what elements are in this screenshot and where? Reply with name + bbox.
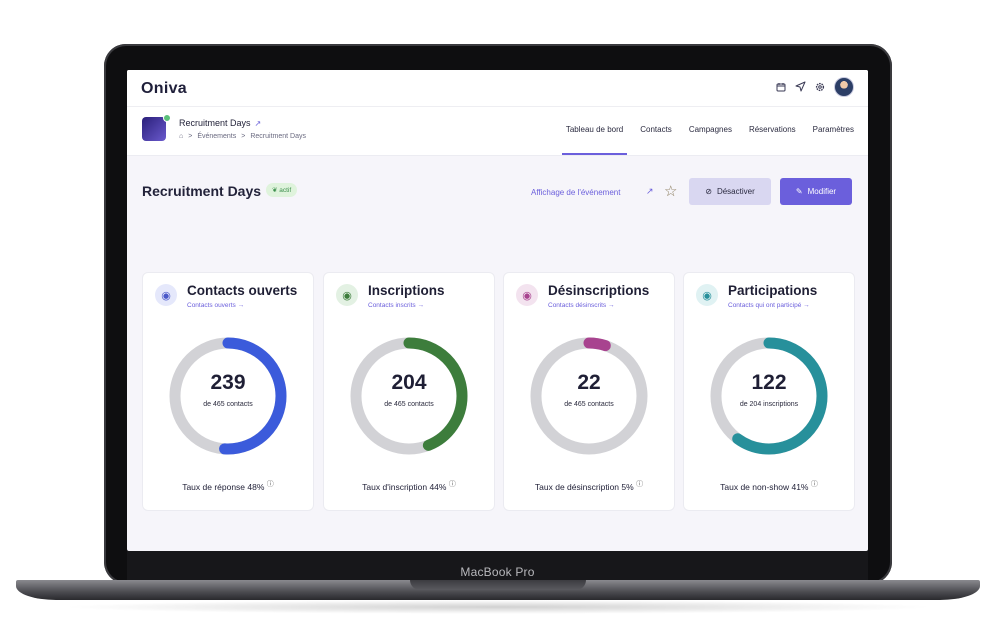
user-minus-icon: ◉ — [516, 284, 538, 306]
breadcrumb-events[interactable]: Événements — [197, 133, 237, 140]
card-value: 22 — [577, 371, 601, 394]
view-event-link[interactable]: Affichage de l'événement — [531, 188, 621, 197]
event-tabs: Tableau de bord Contacts Campagnes Réser… — [561, 107, 854, 155]
deactivate-button[interactable]: ⊘ Désactiver — [689, 178, 771, 205]
deactivate-label: Désactiver — [716, 187, 755, 196]
card-value: 122 — [751, 371, 787, 394]
dashboard-content: Recruitment Days ❦ actif Affichage de l'… — [127, 156, 868, 551]
breadcrumb-separator: > — [188, 133, 193, 140]
donut-progress — [530, 337, 648, 455]
edit-button[interactable]: ✎ Modifier — [780, 178, 852, 205]
tab-contacts[interactable]: Contacts — [640, 125, 672, 134]
event-status-dot — [163, 114, 171, 122]
card-value: 204 — [391, 371, 427, 394]
card-rate: Taux de non-show 41% ⓘ — [684, 479, 854, 492]
info-icon[interactable]: ⓘ — [636, 481, 644, 488]
card-title: Désinscriptions — [548, 283, 650, 298]
top-icons — [776, 77, 854, 97]
stat-card-registrations: ◉ Inscriptions Contacts inscrits → 204 d… — [323, 272, 495, 511]
calendar-icon[interactable] — [776, 82, 786, 96]
donut-progress — [169, 337, 287, 455]
info-icon[interactable]: ⓘ — [266, 481, 274, 488]
event-title-text[interactable]: Recruitment Days — [179, 118, 251, 128]
card-rate: Taux de réponse 48% ⓘ — [143, 479, 313, 492]
avatar[interactable] — [834, 77, 854, 97]
card-title: Inscriptions — [368, 283, 445, 298]
top-bar: Oniva — [127, 70, 868, 107]
card-link[interactable]: Contacts ouverts → — [187, 302, 245, 309]
status-badge: ❦ actif — [266, 183, 298, 197]
edit-label: Modifier — [807, 187, 837, 196]
tab-settings[interactable]: Paramètres — [812, 125, 854, 134]
external-link-icon[interactable]: ↗ — [646, 186, 654, 196]
donut-chart — [530, 337, 648, 455]
info-icon[interactable]: ⓘ — [448, 481, 456, 488]
send-icon[interactable] — [795, 81, 806, 96]
card-title: Participations — [728, 283, 818, 298]
card-rate: Taux de désinscription 5% ⓘ — [504, 479, 674, 492]
breadcrumb-current: Recruitment Days — [250, 133, 306, 140]
gear-icon[interactable] — [815, 82, 825, 96]
donut-chart — [350, 337, 468, 455]
card-value: 239 — [210, 371, 246, 394]
breadcrumb-separator: > — [241, 133, 246, 140]
donut-chart — [710, 337, 828, 455]
home-icon[interactable]: ⌂ — [179, 133, 184, 140]
card-link[interactable]: Contacts qui ont participé → — [728, 302, 810, 309]
stat-card-opened: ◉ Contacts ouverts Contacts ouverts → 23… — [142, 272, 314, 511]
laptop-shadow — [60, 600, 936, 614]
card-link[interactable]: Contacts inscrits → — [368, 302, 424, 309]
card-subtitle: de 465 contacts — [203, 401, 253, 408]
breadcrumb: ⌂ > Événements > Recruitment Days — [179, 133, 306, 140]
event-bar: Recruitment Days ↗ ⌂ > Événements > Recru… — [127, 107, 868, 156]
status-badge-label: actif — [279, 187, 292, 194]
donut-progress — [350, 337, 468, 455]
card-subtitle: de 204 inscriptions — [739, 401, 799, 408]
laptop-chin: MacBook Pro — [127, 551, 868, 581]
app-logo[interactable]: Oniva — [141, 80, 187, 97]
pencil-icon: ✎ — [795, 187, 803, 196]
card-rate-text: Taux d'inscription 44% — [362, 481, 447, 492]
event-thumbnail — [142, 117, 166, 141]
user-check-icon: ◉ — [696, 284, 718, 306]
card-title: Contacts ouverts — [187, 283, 298, 298]
app-screen: Oniva Recruitment Days ↗ ⌂ > Événements >… — [127, 70, 868, 551]
star-icon[interactable]: ☆ — [664, 183, 678, 200]
stat-card-participations: ◉ Participations Contacts qui ont partic… — [683, 272, 855, 511]
card-rate-text: Taux de réponse 48% — [182, 481, 265, 492]
device-label: MacBook Pro — [460, 565, 535, 579]
laptop-notch — [410, 580, 586, 590]
donut-chart — [169, 337, 287, 455]
event-title: Recruitment Days ↗ — [179, 118, 261, 128]
card-subtitle: de 465 contacts — [564, 401, 614, 408]
card-subtitle: de 465 contacts — [384, 401, 434, 408]
ban-icon: ⊘ — [705, 187, 712, 196]
user-plus-icon: ◉ — [336, 284, 358, 306]
tab-dashboard[interactable]: Tableau de bord — [561, 107, 628, 155]
users-icon: ◉ — [155, 284, 177, 306]
donut-progress — [710, 337, 828, 455]
card-rate-text: Taux de non-show 41% — [720, 481, 809, 492]
card-link[interactable]: Contacts désinscrits → — [548, 302, 615, 309]
stat-card-unsubscriptions: ◉ Désinscriptions Contacts désinscrits →… — [503, 272, 675, 511]
card-rate-text: Taux de désinscription 5% — [534, 481, 634, 492]
info-icon[interactable]: ⓘ — [810, 481, 818, 488]
donut-track — [530, 337, 648, 455]
laptop-base — [16, 580, 980, 600]
page-title: Recruitment Days — [142, 183, 262, 199]
tab-campaigns[interactable]: Campagnes — [688, 125, 732, 134]
external-link-icon[interactable]: ↗ — [254, 119, 262, 128]
card-rate: Taux d'inscription 44% ⓘ — [324, 479, 494, 492]
tab-reservations[interactable]: Réservations — [748, 125, 796, 134]
